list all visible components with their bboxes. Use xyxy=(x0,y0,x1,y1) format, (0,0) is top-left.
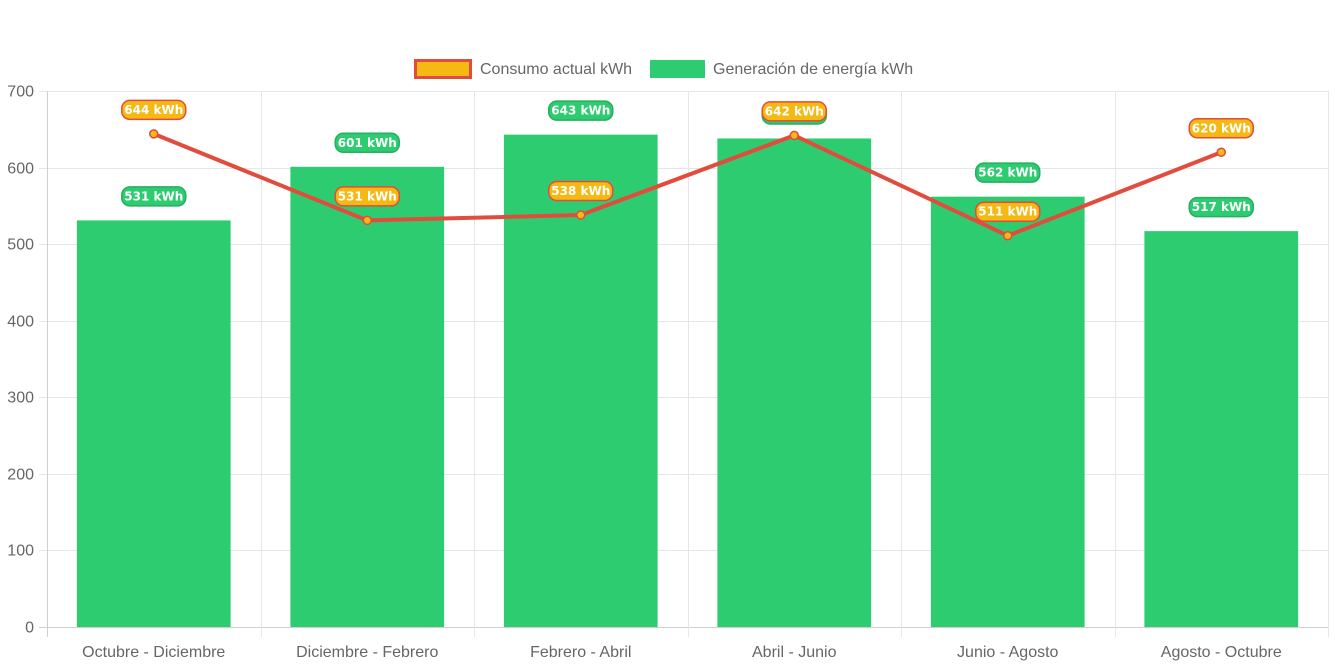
data-label-box xyxy=(761,101,827,122)
data-label: 642 kWh xyxy=(761,101,827,122)
x-tick-label: Abril - Junio xyxy=(752,644,837,661)
line-point[interactable] xyxy=(149,129,159,139)
data-label: 562 kWh xyxy=(975,162,1041,183)
legend-item-consumo[interactable]: Consumo actual kWh xyxy=(414,59,633,79)
bar[interactable] xyxy=(76,220,231,628)
data-label-box xyxy=(548,100,614,121)
data-label-box xyxy=(548,180,614,202)
legend: Consumo actual kWh Generación de energía… xyxy=(414,59,913,79)
y-tick-label: 500 xyxy=(7,237,34,254)
data-label: 643 kWh xyxy=(548,100,614,121)
x-tick-label: Octubre - Diciembre xyxy=(82,644,225,661)
bar[interactable] xyxy=(1144,231,1299,627)
data-label: 601 kWh xyxy=(334,132,400,154)
x-tick-label: Diciembre - Febrero xyxy=(296,644,438,661)
y-tick-label: 200 xyxy=(7,467,34,484)
data-label-text: 531 kWh xyxy=(124,189,183,203)
y-axis: 0 100 200 300 400 500 600 700 xyxy=(7,84,34,637)
legend-swatch-consumo xyxy=(414,59,472,79)
data-label-text: 531 kWh xyxy=(338,189,397,203)
line-point[interactable] xyxy=(1216,147,1226,158)
y-tick-label: 700 xyxy=(7,84,34,101)
legend-item-generacion[interactable]: Generación de energía kWh xyxy=(650,60,913,78)
legend-label-consumo: Consumo actual kWh xyxy=(480,61,632,78)
data-label: 531 kWh xyxy=(121,186,187,207)
line-point[interactable] xyxy=(576,210,586,220)
grid xyxy=(39,91,1329,637)
data-label: 511 kWh xyxy=(975,201,1041,222)
line-point[interactable] xyxy=(789,130,799,141)
legend-swatch-generacion xyxy=(650,60,705,78)
data-label: 644 kWh xyxy=(121,99,187,121)
data-label-text: 620 kWh xyxy=(1192,121,1251,135)
data-label-text: 511 kWh xyxy=(978,205,1037,219)
data-label-box xyxy=(334,186,400,207)
y-tick-label: 400 xyxy=(7,314,34,331)
data-label-text: 601 kWh xyxy=(338,136,397,150)
data-label-text: 643 kWh xyxy=(551,104,610,118)
y-tick-label: 300 xyxy=(7,390,34,407)
bar[interactable] xyxy=(290,166,445,627)
data-labels: 531 kWh 601 kWh 643 kWh 642 kWh 562 kWh 517 k… xyxy=(121,99,1254,222)
data-label-text: 642 kWh xyxy=(765,104,824,118)
line-series xyxy=(149,129,1226,241)
data-label-box xyxy=(975,201,1041,222)
x-tick-label: Junio - Agosto xyxy=(957,644,1059,661)
data-label-text: 644 kWh xyxy=(124,103,183,117)
data-label-box xyxy=(1188,196,1254,218)
data-label: 538 kWh xyxy=(548,180,614,202)
data-label-text: 517 kWh xyxy=(1192,200,1251,214)
bar[interactable] xyxy=(930,196,1085,627)
data-label: 531 kWh xyxy=(334,186,400,207)
x-tick-label: Agosto - Octubre xyxy=(1161,644,1282,661)
data-label-box xyxy=(121,99,187,121)
y-tick-label: 600 xyxy=(7,161,34,178)
data-label-text: 562 kWh xyxy=(978,166,1037,180)
data-label-box xyxy=(121,186,187,207)
y-tick-label: 100 xyxy=(7,543,34,560)
data-label-box xyxy=(1188,118,1254,139)
data-label-box xyxy=(334,132,400,154)
bar-series xyxy=(76,134,1299,628)
x-axis: Octubre - Diciembre Diciembre - Febrero Fe… xyxy=(82,644,1282,661)
data-label: 620 kWh xyxy=(1188,118,1254,139)
data-label-text: 538 kWh xyxy=(551,184,610,198)
bar[interactable] xyxy=(717,138,872,627)
legend-label-generacion: Generación de energía kWh xyxy=(713,61,913,78)
line-point[interactable] xyxy=(1003,230,1013,241)
x-tick-label: Febrero - Abril xyxy=(530,644,631,661)
data-label: 517 kWh xyxy=(1188,196,1254,218)
line-point[interactable] xyxy=(362,215,372,226)
y-tick-label: 0 xyxy=(25,620,34,637)
line-path xyxy=(152,132,1222,238)
data-label-box xyxy=(975,162,1041,183)
bar[interactable] xyxy=(503,134,658,627)
